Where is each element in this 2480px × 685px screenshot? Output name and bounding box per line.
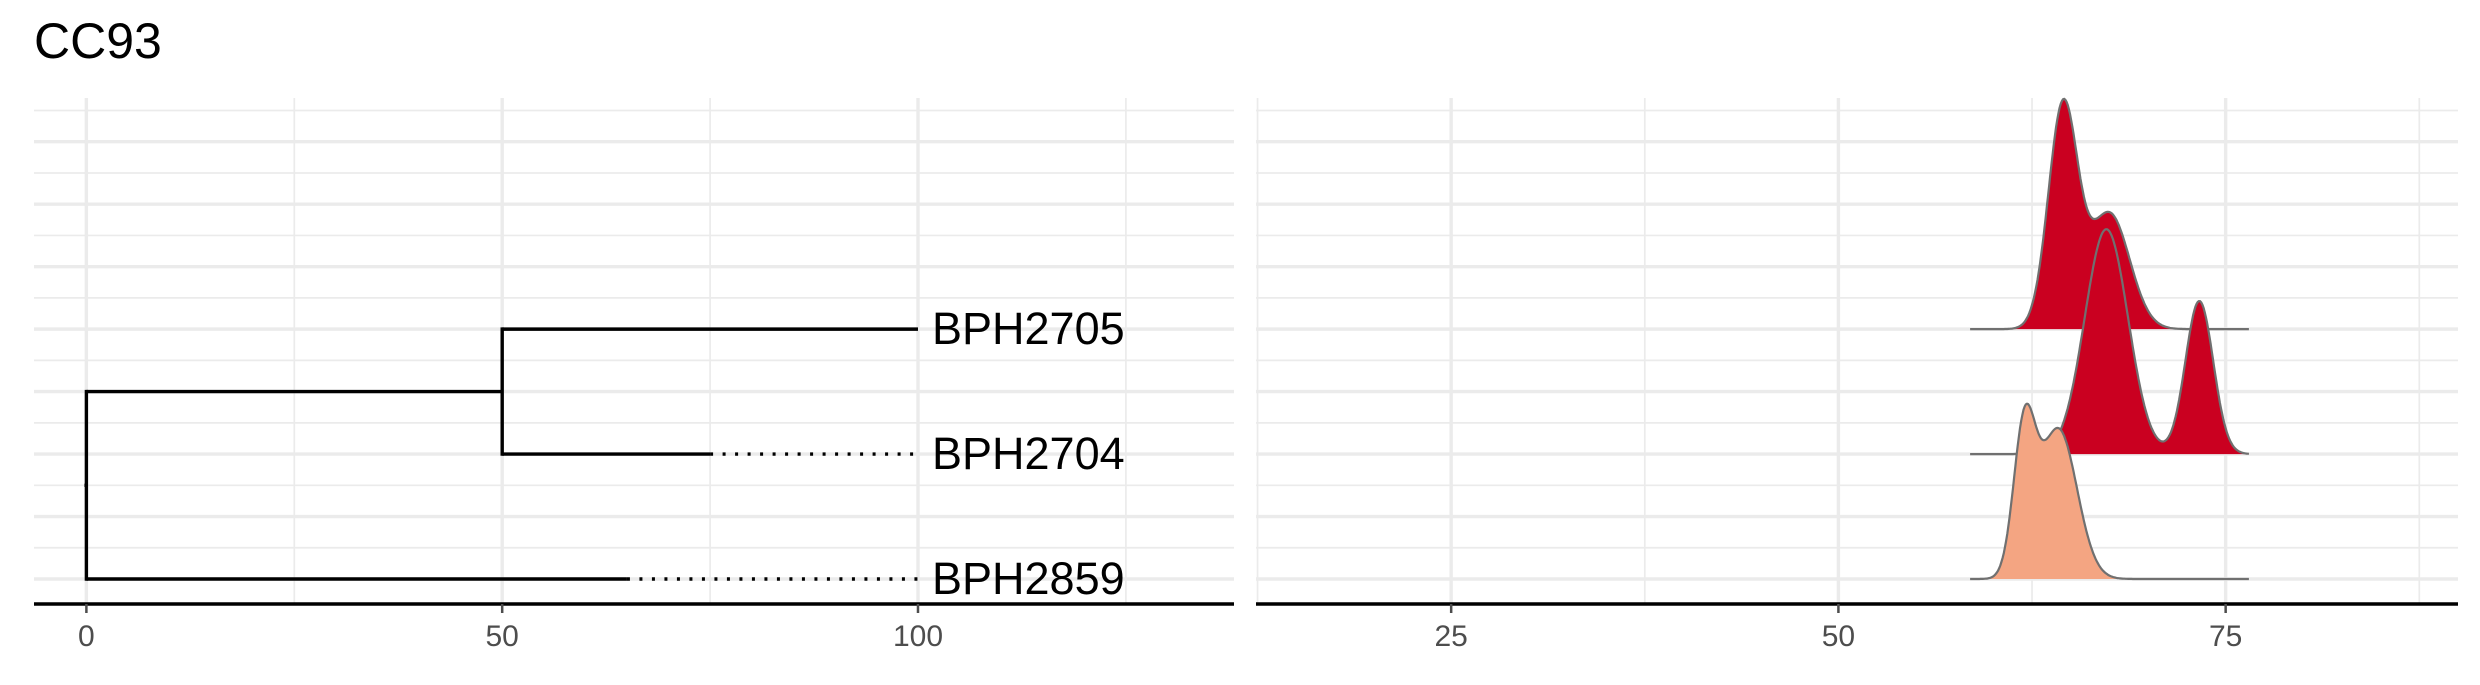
ridge-x-axis: 25 50 75 [1256,602,2458,653]
x-tick-label: 100 [893,620,943,653]
tree-grid-minor [34,98,1234,604]
tip-label: BPH2704 [932,428,1125,479]
x-tick-label: 50 [1822,620,1855,653]
x-tick-label: 25 [1434,620,1467,653]
ridge-outline-bph2859 [1970,402,2249,581]
tree-tip-labels: BPH2705 BPH2704 BPH2859 [626,303,1125,604]
ridge-series [1970,97,2249,581]
chart-title: CC93 [34,13,162,69]
tree-edges [84,327,918,581]
ridge-grid-minor [1256,98,2458,604]
tree-x-axis: 0 50 100 [34,602,1234,653]
x-tick-label: 75 [2209,620,2242,653]
x-tick-label: 50 [486,620,519,653]
ridge-grid-major [1256,98,2458,604]
ridge-fill-bph2859 [1970,403,2249,579]
x-tick-label: 0 [78,620,95,653]
ridge-panel: 25 50 75 [1256,97,2458,653]
tip-label: BPH2859 [932,553,1125,604]
tip-label: BPH2705 [932,303,1125,354]
ridge-fill-bph2704 [1970,229,2249,455]
tree-panel: BPH2705 BPH2704 BPH2859 0 50 100 [34,98,1234,653]
